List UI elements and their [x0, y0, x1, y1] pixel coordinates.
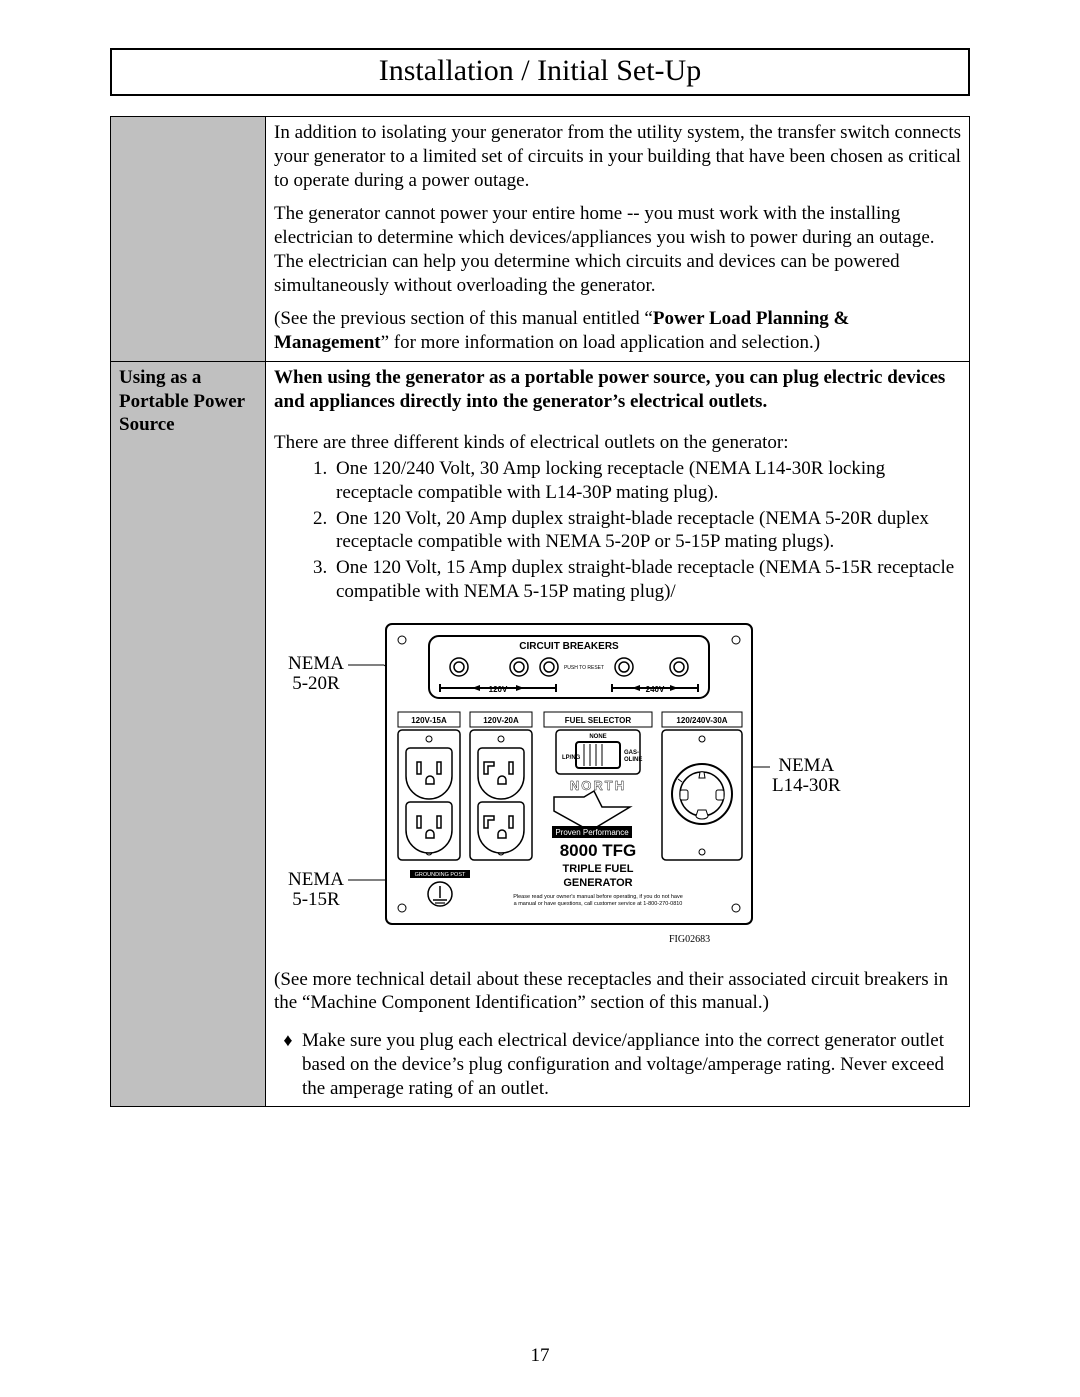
paragraph: In addition to isolating your generator … [274, 121, 961, 192]
panel-diagram: CIRCUIT BREAKERS PUSH TO RESET [384, 622, 754, 937]
bold-text: When using the generator as a portable p… [274, 367, 945, 412]
table-row: In addition to isolating your generator … [111, 117, 970, 362]
svg-text:Proven Performance: Proven Performance [555, 828, 629, 837]
svg-text:8000 TFG: 8000 TFG [560, 841, 637, 860]
paragraph: The generator cannot power your entire h… [274, 202, 961, 297]
row-label-line: Using as a [119, 367, 201, 388]
svg-text:LP/NG: LP/NG [562, 755, 581, 761]
content-table: In addition to isolating your generator … [110, 116, 970, 1107]
page-title: Installation / Initial Set-Up [379, 54, 701, 87]
svg-text:PUSH TO RESET: PUSH TO RESET [564, 665, 604, 671]
row-content-cell: In addition to isolating your generator … [266, 117, 970, 362]
svg-text:FUEL SELECTOR: FUEL SELECTOR [565, 716, 632, 725]
svg-text:120V: 120V [489, 685, 508, 694]
svg-text:GROUNDING POST: GROUNDING POST [415, 872, 466, 878]
text-run: (See the previous section of this manual… [274, 308, 653, 329]
page-number: 17 [0, 1345, 1080, 1367]
paragraph: (See more technical detail about these r… [274, 968, 961, 1016]
bullet-row: ♦ Make sure you plug each electrical dev… [274, 1029, 961, 1100]
list-item: One 120 Volt, 15 Amp duplex straight-bla… [332, 556, 961, 604]
svg-text:NONE: NONE [589, 734, 606, 740]
svg-text:OLINE: OLINE [624, 757, 642, 763]
svg-text:GENERATOR: GENERATOR [563, 877, 632, 889]
table-row: Using as a Portable Power Source When us… [111, 361, 970, 1107]
svg-text:CIRCUIT BREAKERS: CIRCUIT BREAKERS [519, 641, 619, 652]
bullet-text: Make sure you plug each electrical devic… [302, 1029, 961, 1100]
generator-panel-figure: NEMA 5-20R NEMA 5-15R NEMA L14-30R [274, 622, 961, 962]
diamond-bullet-icon: ♦ [274, 1029, 302, 1100]
svg-text:120/240V-30A: 120/240V-30A [676, 716, 727, 725]
svg-text:240V: 240V [646, 685, 665, 694]
outlets-list: One 120/240 Volt, 30 Amp locking recepta… [274, 457, 961, 604]
row-content-cell: When using the generator as a portable p… [266, 361, 970, 1107]
svg-text:GAS-: GAS- [624, 750, 639, 756]
page: Installation / Initial Set-Up In additio… [0, 0, 1080, 1397]
svg-text:Please read your owner's manua: Please read your owner's manual before o… [513, 894, 683, 900]
page-header: Installation / Initial Set-Up [110, 48, 970, 96]
figure-id: FIG02683 [669, 934, 710, 947]
row-label-cell: Using as a Portable Power Source [111, 361, 266, 1107]
intro-paragraph: When using the generator as a portable p… [274, 366, 961, 414]
list-item: One 120 Volt, 20 Amp duplex straight-bla… [332, 507, 961, 555]
svg-text:a manual or have questions, ca: a manual or have questions, call custome… [514, 901, 683, 907]
svg-text:TRIPLE FUEL: TRIPLE FUEL [563, 863, 634, 875]
row-label-line: Source [119, 414, 175, 435]
svg-text:120V-15A: 120V-15A [411, 716, 447, 725]
svg-text:NORTH: NORTH [570, 778, 626, 793]
text-run: ” for more information on load applicati… [381, 332, 821, 353]
paragraph: (See the previous section of this manual… [274, 307, 961, 355]
svg-text:120V-20A: 120V-20A [483, 716, 519, 725]
row-label-line: Portable Power [119, 391, 245, 412]
paragraph: There are three different kinds of elect… [274, 431, 961, 455]
list-item: One 120/240 Volt, 30 Amp locking recepta… [332, 457, 961, 505]
row-label-cell [111, 117, 266, 362]
